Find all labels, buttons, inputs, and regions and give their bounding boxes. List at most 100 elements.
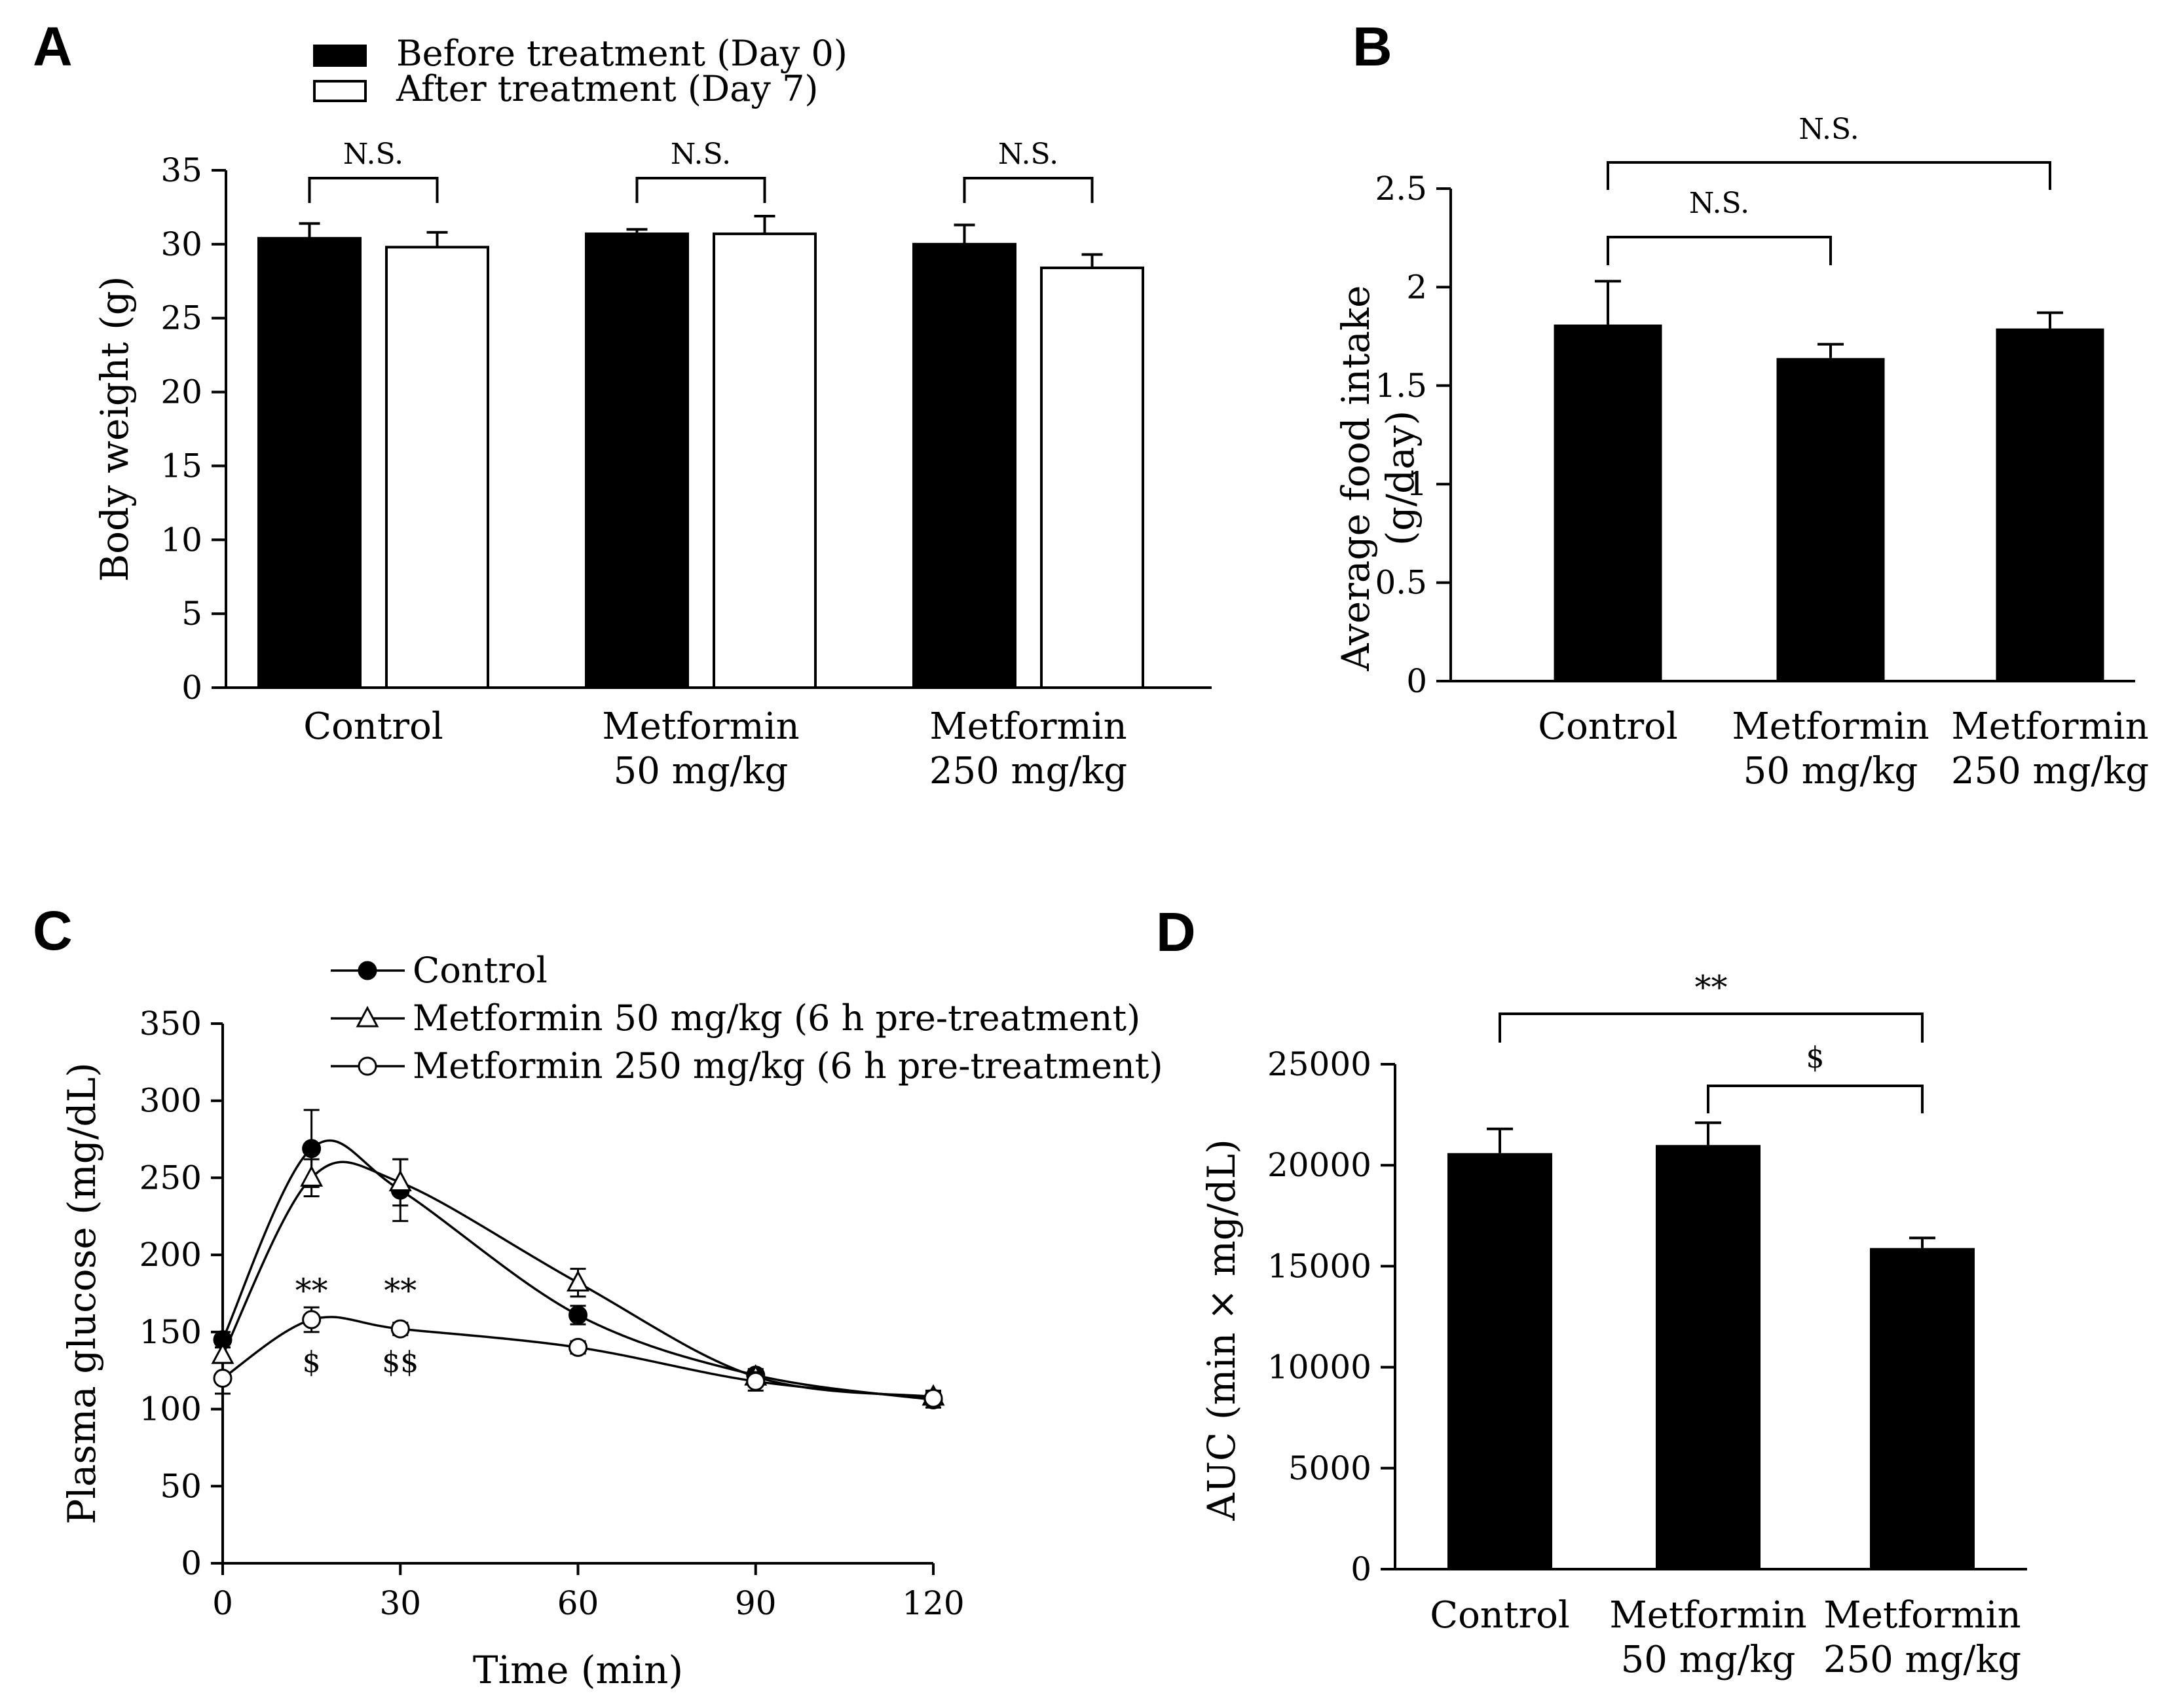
legend-swatch: [313, 45, 367, 67]
category-label: 50 mg/kg: [1621, 1639, 1796, 1681]
legend-swatch: [313, 80, 367, 102]
y-tick-label: 2.5: [1375, 170, 1427, 208]
data-point: [302, 1310, 322, 1329]
y-tick-label: 200: [140, 1236, 202, 1274]
panel-d: D 0 5000 10000 15000 20000 25000 ** $ Control Metf…: [1156, 901, 2027, 1681]
bar: [1447, 1153, 1552, 1569]
y-tick-label: 2: [1406, 268, 1427, 306]
category-label: 250 mg/kg: [1823, 1639, 2021, 1681]
y-tick-label: 10000: [1267, 1348, 1371, 1386]
legend-marker: [358, 961, 377, 980]
significance-label: N.S.: [671, 138, 731, 171]
significance-bracket: [1607, 236, 1832, 265]
panel-a: A 0 5 10 15 20 25 30 35 N.S. N.S. N.S. Control Metfor…: [33, 16, 1212, 792]
data-point: [568, 1305, 587, 1325]
category-label: 50 mg/kg: [1743, 750, 1918, 792]
data-point: [300, 1165, 324, 1187]
legend-marker: [356, 1005, 379, 1028]
significance-bracket: [1499, 1012, 1924, 1043]
data-point: [566, 1270, 590, 1292]
y-tick-label: 0.5: [1375, 564, 1427, 602]
y-tick-label: 20: [160, 373, 202, 411]
significance-label: **: [384, 1272, 417, 1310]
x-axis-title: Time (min): [473, 1648, 683, 1692]
significance-label: N.S.: [998, 138, 1058, 171]
category-label: Metformin: [1609, 1594, 1806, 1637]
category-label: 250 mg/kg: [929, 750, 1127, 792]
category-label: 50 mg/kg: [614, 750, 789, 792]
y-axis-title: AUC (min × mg/dL): [1199, 1139, 1244, 1521]
significance-bracket: [1607, 161, 2051, 190]
bar: [585, 232, 689, 689]
y-tick-label: 5000: [1288, 1449, 1371, 1487]
panel-c: C 0 50 100 150 200 250 300 350 0 30 60 90 120 Time (mi…: [33, 900, 1163, 1692]
significance-label: **: [1695, 969, 1728, 1007]
category-label: Metformin: [602, 705, 799, 748]
bar: [1996, 328, 2104, 681]
data-point: [923, 1388, 943, 1408]
category-label: Metformin: [929, 705, 1127, 748]
bar: [912, 242, 1016, 690]
y-tick-label: 350: [140, 1005, 202, 1043]
category-label: Control: [1538, 705, 1678, 748]
data-point: [746, 1371, 766, 1391]
significance-label: N.S.: [1689, 187, 1749, 220]
series-line: [221, 1160, 934, 1398]
y-tick-label: 30: [160, 225, 202, 263]
bar: [1656, 1145, 1761, 1569]
y-tick-label: 1.5: [1375, 367, 1427, 405]
data-point: [302, 1139, 322, 1159]
panel-letter: C: [33, 900, 73, 961]
x-tick-label: 120: [902, 1584, 964, 1622]
legend-label: Control: [413, 950, 548, 991]
bar: [385, 246, 489, 690]
y-axis-title: Body weight (g): [92, 276, 137, 582]
bar: [713, 232, 817, 689]
data-point: [388, 1170, 412, 1191]
y-tick-label: 0: [1351, 1550, 1371, 1588]
significance-bracket: [963, 177, 1094, 203]
significance-bracket: [1707, 1085, 1924, 1113]
y-tick-label: 250: [140, 1159, 202, 1197]
panel-b: B00.511.522.5 N.S.N.S.Control Metformin50 …: [1333, 16, 2149, 792]
bar: [1870, 1248, 1975, 1569]
category-label: 250 mg/kg: [1951, 750, 2149, 792]
y-tick-label: 10: [160, 521, 202, 559]
bar: [1040, 266, 1144, 689]
y-tick-label: 150: [140, 1313, 202, 1351]
bar: [257, 236, 362, 690]
legend-label: Before treatment (Day 0): [396, 33, 848, 74]
legend-marker: [358, 1056, 377, 1076]
significance-label: N.S.: [1799, 113, 1859, 146]
category-label: Control: [1430, 1594, 1570, 1637]
y-tick-label: 0: [181, 1544, 202, 1582]
bar: [1776, 358, 1885, 681]
series-line: [222, 1316, 934, 1400]
y-tick-label: 25000: [1267, 1045, 1371, 1083]
x-tick-label: 60: [557, 1584, 599, 1622]
bar: [1554, 324, 1662, 681]
legend-label: After treatment (Day 7): [396, 68, 819, 109]
y-tick-label: 100: [140, 1390, 202, 1428]
significance-bracket: [308, 177, 439, 203]
x-tick-label: 90: [735, 1584, 777, 1622]
legend-label: Metformin 50 mg/kg (6 h pre-treatment): [413, 997, 1140, 1039]
y-tick-label: 25: [160, 299, 202, 337]
significance-label: $: [303, 1346, 321, 1379]
x-tick-label: 0: [212, 1584, 233, 1622]
y-tick-label: 1: [1406, 465, 1427, 503]
x-tick-label: 30: [379, 1584, 421, 1622]
y-tick-label: 15000: [1267, 1247, 1371, 1285]
data-point: [390, 1319, 410, 1339]
legend-label: Metformin 250 mg/kg (6 h pre-treatment): [413, 1045, 1163, 1086]
panel-letter: B: [1352, 16, 1392, 77]
category-label: Metformin: [1823, 1594, 2021, 1637]
panel-letter: A: [33, 16, 73, 77]
significance-label: $: [1806, 1041, 1825, 1075]
category-label: Metformin: [1951, 705, 2148, 748]
y-tick-label: 300: [140, 1082, 202, 1120]
y-tick-label: 35: [160, 151, 202, 189]
category-label: Control: [303, 705, 443, 748]
significance-label: **: [295, 1272, 328, 1310]
